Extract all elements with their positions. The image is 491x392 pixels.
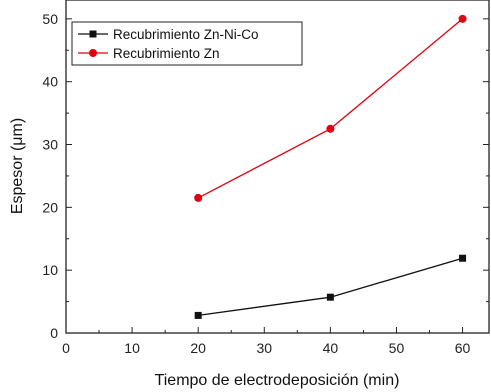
y-tick-label: 40: [42, 74, 58, 90]
data-point-circle: [194, 193, 203, 202]
x-tick-label: 20: [190, 340, 206, 356]
x-axis-title: Tiempo de electrodeposición (min): [155, 372, 400, 389]
legend-marker-zn-ni-co: [89, 30, 97, 38]
x-tick-label: 60: [455, 340, 471, 356]
data-point-circle: [458, 14, 467, 23]
series-layer: [194, 14, 467, 319]
y-tick-label: 30: [42, 137, 58, 153]
y-axis-title: Espesor (μm): [9, 118, 26, 214]
x-tick-label: 0: [62, 340, 70, 356]
x-tick-label: 50: [389, 340, 405, 356]
legend-label-zn-ni-co: Recubrimiento Zn-Ni-Co: [113, 27, 259, 42]
data-point-square: [194, 311, 202, 319]
legend: Recubrimiento Zn-Ni-Co Recubrimiento Zn: [71, 21, 303, 66]
data-point-square: [459, 254, 467, 262]
y-tick-label: 50: [42, 11, 58, 27]
legend-label-zn: Recubrimiento Zn: [113, 46, 220, 61]
data-point-square: [326, 293, 334, 301]
y-tick-label: 10: [42, 262, 58, 278]
plot-frame: [65, 0, 490, 334]
x-tick-label: 30: [256, 340, 272, 356]
legend-marker-zn: [89, 49, 97, 57]
y-tick-label: 0: [50, 325, 58, 341]
series-line-0: [198, 257, 463, 317]
x-tick-label: 40: [323, 340, 339, 356]
axes-ticks: 0 10 20 30 40 50 60 0 10 20 30 40 50: [42, 11, 489, 356]
y-tick-label: 20: [42, 199, 58, 215]
data-point-circle: [326, 124, 335, 133]
x-tick-label: 10: [124, 340, 140, 356]
legend-box: [71, 21, 303, 66]
